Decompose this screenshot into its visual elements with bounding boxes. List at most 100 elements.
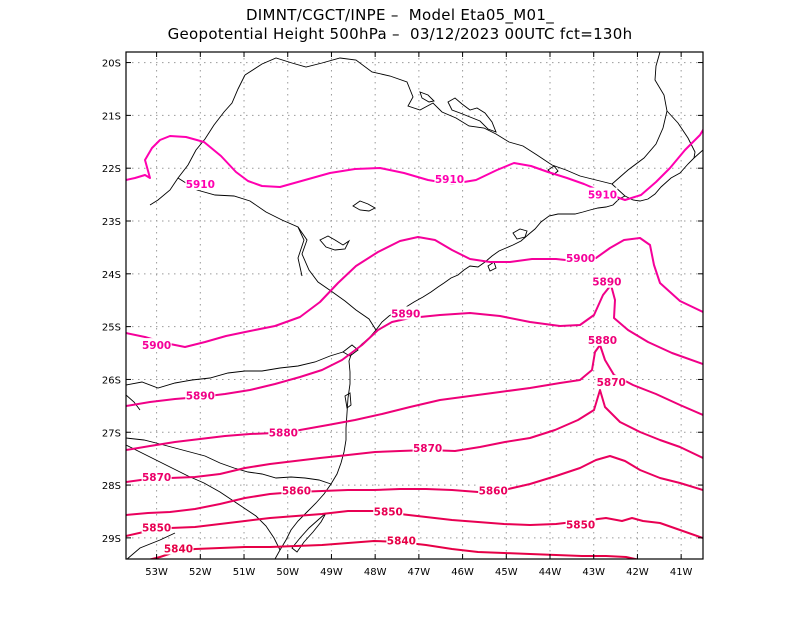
contour-label: 5870 — [412, 441, 443, 455]
contour-label-halo — [591, 274, 622, 288]
contour-label-text: 5880 — [269, 427, 298, 439]
title-line-2: Geopotential Height 500hPa – 03/12/2023 … — [167, 25, 633, 43]
contour-label: 5890 — [185, 388, 216, 402]
contour-label: 5860 — [478, 483, 509, 497]
y-tick-label: 24S — [102, 270, 121, 281]
river — [126, 394, 141, 411]
coastline — [274, 149, 703, 559]
y-tick-label: 22S — [102, 164, 121, 175]
reservoir — [419, 91, 435, 103]
contour-label-text: 5900 — [566, 253, 595, 265]
contour-label-text: 5870 — [413, 443, 442, 455]
contour-5870 — [126, 389, 703, 483]
contour-label-halo — [163, 541, 194, 555]
contour-5860 — [126, 455, 703, 516]
contour-labels: 5910 5910 5910 5900 5900 5890 5890 5890 5880 5880… — [141, 171, 627, 555]
contour-5890 — [126, 284, 703, 407]
contour-label-text: 5850 — [566, 520, 595, 532]
x-tick-label: 49W — [320, 567, 343, 578]
contour-label-text: 5850 — [374, 506, 403, 518]
contour-label-halo — [373, 504, 404, 518]
contour-label-text: 5910 — [588, 190, 617, 202]
contour-label-text: 5910 — [186, 179, 215, 191]
contour-label: 5910 — [434, 171, 465, 186]
contour-label-text: 5870 — [142, 472, 171, 484]
contour-label-halo — [281, 483, 312, 497]
chart-title: DIMNT/CGCT/INPE – Model Eta05_M01_ Geopo… — [0, 6, 800, 44]
lagoon — [291, 512, 327, 553]
x-tick-label: 46W — [451, 567, 474, 578]
state-border-es-mg — [666, 110, 696, 159]
international-border — [126, 444, 281, 551]
state-border-sc-rs — [126, 437, 332, 485]
contour-label: 5870 — [141, 470, 172, 484]
contour-label: 5870 — [596, 375, 627, 389]
contour-label-halo — [478, 483, 509, 497]
contour-label-text: 5850 — [142, 522, 171, 534]
x-tick-label: 41W — [670, 567, 693, 578]
contour-label-text: 5840 — [164, 543, 193, 555]
contour-label: 5840 — [386, 533, 417, 548]
contour-label: 5890 — [390, 306, 421, 320]
map-frame — [125, 51, 704, 560]
contour-label: 5840 — [163, 541, 194, 555]
contour-label-halo — [185, 177, 216, 191]
contour-label-halo — [434, 171, 465, 185]
contour-label-text: 5910 — [435, 174, 464, 186]
contour-5880 — [126, 344, 703, 451]
title-line-1: DIMNT/CGCT/INPE – Model Eta05_M01_ — [245, 6, 555, 24]
x-tick-label: 50W — [276, 567, 299, 578]
contour-label-text: 5870 — [597, 377, 626, 389]
contour-label-halo — [565, 517, 596, 531]
contour-label-text: 5840 — [387, 536, 416, 548]
contour-label: 5910 — [587, 187, 618, 202]
contour-label: 5900 — [565, 250, 596, 265]
x-tick-label: 47W — [408, 567, 431, 578]
contour-label: 5890 — [591, 274, 622, 289]
x-tick-label: 43W — [582, 567, 605, 578]
contour-label-halo — [390, 306, 421, 320]
river — [126, 532, 176, 559]
contour-label-text: 5860 — [282, 485, 311, 497]
coastal-island — [344, 392, 352, 409]
y-tick-label: 29S — [102, 534, 121, 545]
contour-label: 5880 — [587, 332, 618, 347]
contour-label: 5900 — [141, 338, 172, 352]
reservoir — [447, 97, 497, 133]
state-border-sp-pr — [177, 177, 377, 331]
contour-5910 — [126, 129, 703, 201]
coastal-island — [487, 261, 497, 272]
contour-label-halo — [412, 441, 443, 455]
graticule — [126, 52, 703, 559]
y-tick-label: 21S — [102, 111, 121, 122]
contour-label: 5850 — [141, 520, 172, 534]
reservoir — [319, 235, 351, 251]
y-tick-label: 26S — [102, 375, 121, 386]
state-border-sp-mg — [244, 57, 626, 197]
contour-label: 5850 — [565, 517, 596, 532]
contour-label-halo — [268, 425, 299, 439]
contour-label: 5850 — [373, 504, 404, 518]
contour-label-text: 5890 — [186, 390, 215, 402]
state-border-ms-sp — [149, 74, 246, 206]
contour-label-halo — [141, 520, 172, 534]
y-tick-label: 20S — [102, 59, 121, 70]
coastal-island — [512, 228, 528, 240]
state-border-pr-sc — [126, 351, 344, 389]
coastline-and-borders — [126, 52, 703, 559]
contour-label-halo — [185, 388, 216, 402]
x-tick-label: 51W — [233, 567, 256, 578]
contour-5850 — [126, 510, 703, 539]
x-tick-label: 52W — [189, 567, 212, 578]
x-tick-label: 53W — [145, 567, 168, 578]
contour-label-halo — [141, 470, 172, 484]
contour-label: 5880 — [268, 425, 299, 439]
state-border-ms-pr — [297, 226, 305, 277]
contour-label-halo — [141, 338, 172, 352]
contour-label-halo — [565, 250, 596, 264]
x-tick-label: 42W — [626, 567, 649, 578]
y-tick-label: 23S — [102, 217, 121, 228]
state-border-mg-rj — [611, 52, 668, 185]
contour-label-halo — [587, 332, 618, 346]
